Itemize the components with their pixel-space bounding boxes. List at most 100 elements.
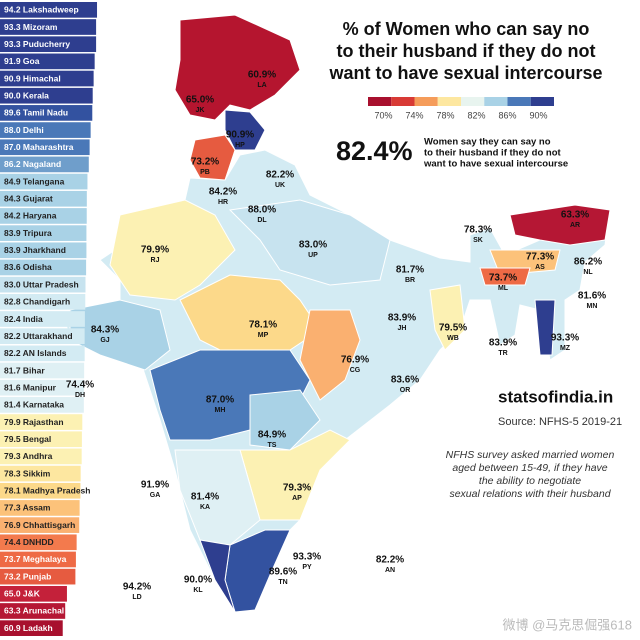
ranking-bar	[0, 276, 86, 293]
ranking-label: 84.3 Gujarat	[4, 194, 53, 204]
ranking-name: Chandigarh	[23, 297, 70, 307]
map-code: HP	[235, 142, 245, 149]
ranking-value: 87.0	[4, 142, 21, 152]
ranking-label: 93.3 Mizoram	[4, 22, 58, 32]
ranking-name: DNHDD	[23, 537, 54, 547]
map-code: JK	[196, 107, 205, 114]
ranking-value: 73.7	[4, 554, 21, 564]
legend-tick: 74%	[405, 110, 423, 120]
ranking-bar	[0, 448, 82, 465]
legend-swatch	[484, 97, 508, 106]
legend-swatch	[461, 97, 485, 106]
legend-tick: 82%	[467, 110, 485, 120]
legend-tick: 70%	[374, 110, 392, 120]
ranking-value: 89.6	[4, 108, 21, 118]
ranking-bar	[0, 500, 80, 516]
ranking-name: Odisha	[23, 262, 52, 272]
ranking-name: India	[23, 314, 43, 324]
ranking-value: 60.9	[4, 623, 21, 633]
ranking-name: Tamil Nadu	[23, 108, 68, 118]
note-line: aged between 15-49, if they have	[452, 462, 607, 474]
ranking-name: Madhya Pradesh	[23, 486, 91, 496]
region-pb	[189, 134, 236, 181]
ranking-bar	[0, 551, 76, 568]
title-line: % of Women who can say no	[343, 19, 590, 39]
ranking-bar	[0, 362, 85, 379]
map-value: 91.9%	[141, 480, 169, 491]
map-value: 74.4%	[66, 380, 94, 391]
ranking-value: 81.6	[4, 383, 21, 393]
source: Source: NFHS-5 2019-21	[498, 416, 622, 428]
map-code: PB	[200, 169, 210, 176]
ranking-bar	[0, 36, 97, 53]
map-code: LD	[132, 594, 141, 601]
ranking-name: Jharkhand	[23, 245, 66, 255]
ranking-value: 78.1	[4, 486, 21, 496]
map-code: MN	[587, 303, 598, 310]
ranking-value: 78.3	[4, 469, 21, 479]
map-value: 88.0%	[248, 205, 276, 216]
headline-value: 82.4%	[336, 136, 413, 166]
map-value: 83.9%	[489, 338, 517, 349]
ranking-label: 82.2 AN Islands	[4, 348, 67, 358]
ranking-value: 82.2	[4, 331, 21, 341]
ranking-value: 93.3	[4, 22, 21, 32]
ranking-bar	[0, 311, 85, 327]
ranking-bar	[0, 293, 86, 310]
map-value: 83.6%	[391, 375, 419, 386]
ranking-value: 81.4	[4, 400, 21, 410]
ranking-name: Haryana	[23, 211, 57, 221]
ranking-label: 79.3 Andhra	[4, 451, 53, 461]
ranking-label: 78.3 Sikkim	[4, 469, 51, 479]
map-code: GA	[150, 492, 161, 499]
ranking-label: 73.2 Punjab	[4, 572, 51, 582]
ranking-value: 90.9	[4, 74, 21, 84]
region-ts	[249, 389, 321, 451]
ranking-name: Arunachal	[23, 606, 65, 616]
map-code: AP	[292, 495, 302, 502]
ranking-bar	[0, 328, 85, 345]
map-code: SK	[473, 237, 483, 244]
map-value: 89.6%	[269, 567, 297, 578]
ranking-name: Telangana	[23, 177, 65, 187]
map-code: DL	[257, 217, 267, 224]
brand: statsofindia.in	[498, 387, 613, 406]
map-code: ML	[498, 285, 509, 292]
ranking-name: Bihar	[23, 366, 45, 376]
ranking-label: 81.4 Karnataka	[4, 400, 64, 410]
ranking-bar	[0, 105, 93, 121]
note-line: NFHS survey asked married women	[446, 449, 615, 461]
ranking-label: 83.9 Tripura	[4, 228, 52, 238]
map-value: 84.9%	[258, 430, 286, 441]
map-code: KL	[193, 587, 203, 594]
legend-tick: 86%	[498, 110, 516, 120]
map-value: 79.3%	[283, 483, 311, 494]
note-line: sexual relations with their husband	[449, 488, 611, 500]
ranking-label: 83.6 Odisha	[4, 262, 52, 272]
region-mz	[534, 299, 556, 356]
ranking-name: Meghalaya	[23, 554, 67, 564]
map-code: TS	[268, 442, 277, 449]
ranking-value: 63.3	[4, 606, 21, 616]
map-code: BR	[405, 277, 415, 284]
ranking-name: Lakshadweep	[23, 5, 79, 15]
ranking-bar	[0, 225, 87, 241]
region-gj	[69, 299, 171, 371]
region-ml	[479, 267, 531, 286]
ranking-bar	[0, 517, 80, 533]
map-value: 81.6%	[578, 291, 606, 302]
map-value: 81.7%	[396, 265, 424, 276]
ranking-bar	[0, 379, 85, 396]
map-value: 90.9%	[226, 130, 254, 141]
ranking-value: 91.9	[4, 56, 21, 66]
legend-swatch	[391, 97, 415, 106]
map-value: 77.3%	[526, 252, 554, 263]
ranking-label: 74.4 DNHDD	[4, 537, 54, 547]
ranking-bar	[0, 122, 91, 138]
legend-swatch	[437, 97, 461, 106]
ranking-label: 63.3 Arunachal	[4, 606, 64, 616]
region-kl	[199, 539, 236, 613]
map-code: KA	[200, 504, 210, 511]
ranking-label: 82.2 Uttarakhand	[4, 331, 73, 341]
ranking-bar	[0, 2, 98, 18]
